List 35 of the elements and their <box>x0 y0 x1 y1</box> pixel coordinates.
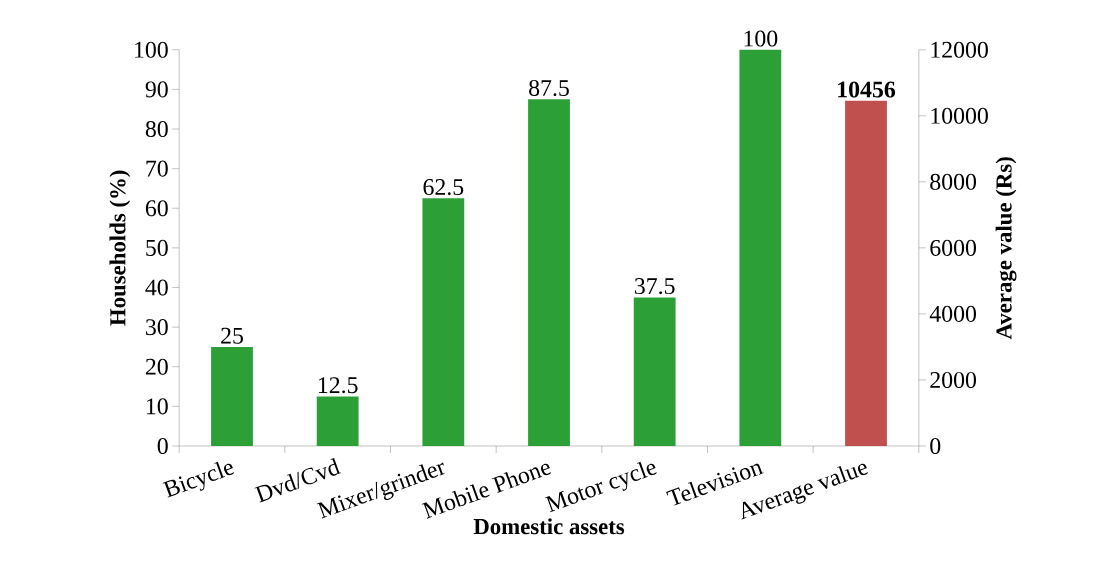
y-tick-label: 70 <box>146 160 168 177</box>
y-axis-title: Households (%) <box>109 170 131 326</box>
y2-tick-label: 4000 <box>929 305 977 322</box>
y-tick-label: 50 <box>146 239 168 256</box>
bar <box>739 49 782 446</box>
bar <box>211 346 253 446</box>
data-label: 37.5 <box>634 277 675 295</box>
y-tick-label: 10 <box>146 398 168 415</box>
y2-tick-label: 0 <box>930 437 941 454</box>
data-label: 62.5 <box>423 178 464 195</box>
y2-tick-label: 8000 <box>930 173 977 190</box>
y-tick-label: 40 <box>145 279 168 296</box>
y-tick-label: 100 <box>135 41 168 58</box>
bar <box>422 198 465 446</box>
y2-axis-title: Average value (Rs) <box>995 157 1017 340</box>
data-label: 12.5 <box>318 376 358 394</box>
y-tick-label: 80 <box>145 120 168 137</box>
bar <box>528 99 570 446</box>
y-tick-label: 90 <box>145 81 168 98</box>
y-tick-label: 30 <box>146 318 168 335</box>
data-label: 10456 <box>838 81 896 98</box>
bar <box>316 396 359 446</box>
y2-tick-label: 2000 <box>930 371 977 388</box>
data-label: 87.5 <box>529 79 569 96</box>
data-label: 100 <box>744 30 778 47</box>
y-tick-label: 0 <box>157 437 168 454</box>
x-tick-label: Bicycle <box>162 461 235 498</box>
bar <box>633 297 676 446</box>
y-tick-label: 60 <box>145 200 168 217</box>
data-label: 25 <box>221 327 243 344</box>
y2-tick-label: 10000 <box>931 107 988 124</box>
y2-tick-label: 12000 <box>931 41 988 58</box>
x-axis-title: Domestic assets <box>473 518 625 535</box>
y2-tick-label: 6000 <box>930 239 977 256</box>
y-tick-label: 20 <box>145 358 168 375</box>
